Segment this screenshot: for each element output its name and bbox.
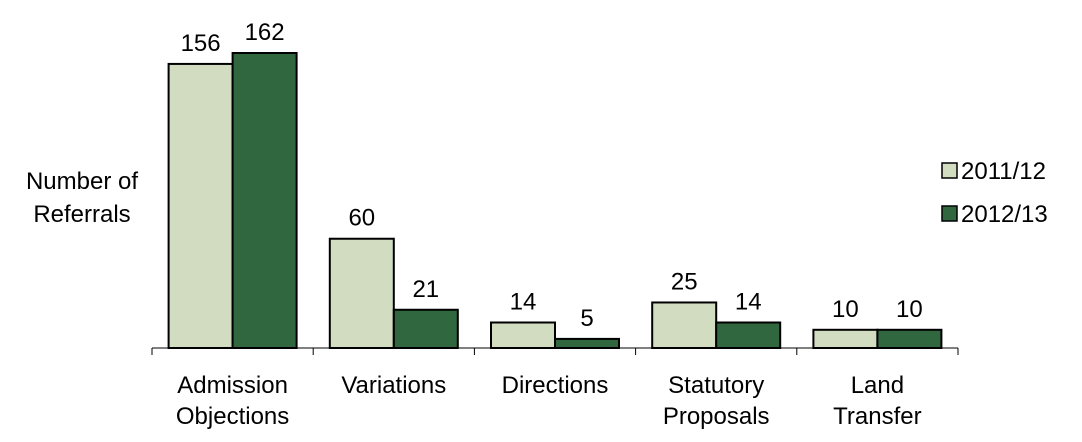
legend-label-1: 2011/12 <box>961 158 1046 185</box>
data-label-2-4: 14 <box>735 289 762 316</box>
data-label-2-3: 5 <box>580 305 593 332</box>
x-axis <box>151 347 959 355</box>
category-label-1: Admission Objections <box>176 372 289 430</box>
data-label-1-3: 14 <box>510 289 537 316</box>
bar-1-5 <box>812 328 879 350</box>
category-labels: Admission Objections Variations Directions S… <box>176 372 922 430</box>
data-label-1-1: 156 <box>181 30 221 57</box>
legend-swatch-1 <box>941 162 958 179</box>
bar-2-2 <box>392 308 459 349</box>
bar-2-5 <box>876 328 943 350</box>
bar-2-1 <box>231 52 298 349</box>
legend-swatch-2 <box>941 205 958 222</box>
y-axis-label: Number of Referrals <box>26 168 138 228</box>
category-label-3: Directions <box>502 372 609 399</box>
data-label-1-5: 10 <box>832 296 859 323</box>
data-label-1-4: 25 <box>671 268 698 295</box>
bar-1-3 <box>490 321 556 349</box>
bar-1-1 <box>167 62 234 349</box>
data-label-2-2: 21 <box>412 276 439 303</box>
y-axis-label-line-2: Referrals <box>33 201 130 228</box>
legend: 2011/12 2012/13 <box>941 158 1048 228</box>
bar-1-2 <box>328 237 395 349</box>
data-label-2-1: 162 <box>245 19 285 46</box>
bars <box>167 52 943 350</box>
y-axis-label-line-1: Number of <box>26 168 138 195</box>
bar-2-3 <box>554 337 620 349</box>
category-label-4: Statutory Proposals <box>663 372 770 430</box>
legend-label-2: 2012/13 <box>961 201 1048 228</box>
category-label-5: Land Transfer <box>833 372 921 430</box>
data-labels: 156 162 60 21 14 5 25 14 10 10 <box>181 19 923 332</box>
data-label-2-5: 10 <box>896 296 923 323</box>
data-label-1-2: 60 <box>348 205 375 232</box>
bar-1-4 <box>651 301 718 350</box>
category-label-2: Variations <box>341 372 446 399</box>
bar-2-4 <box>715 321 782 349</box>
